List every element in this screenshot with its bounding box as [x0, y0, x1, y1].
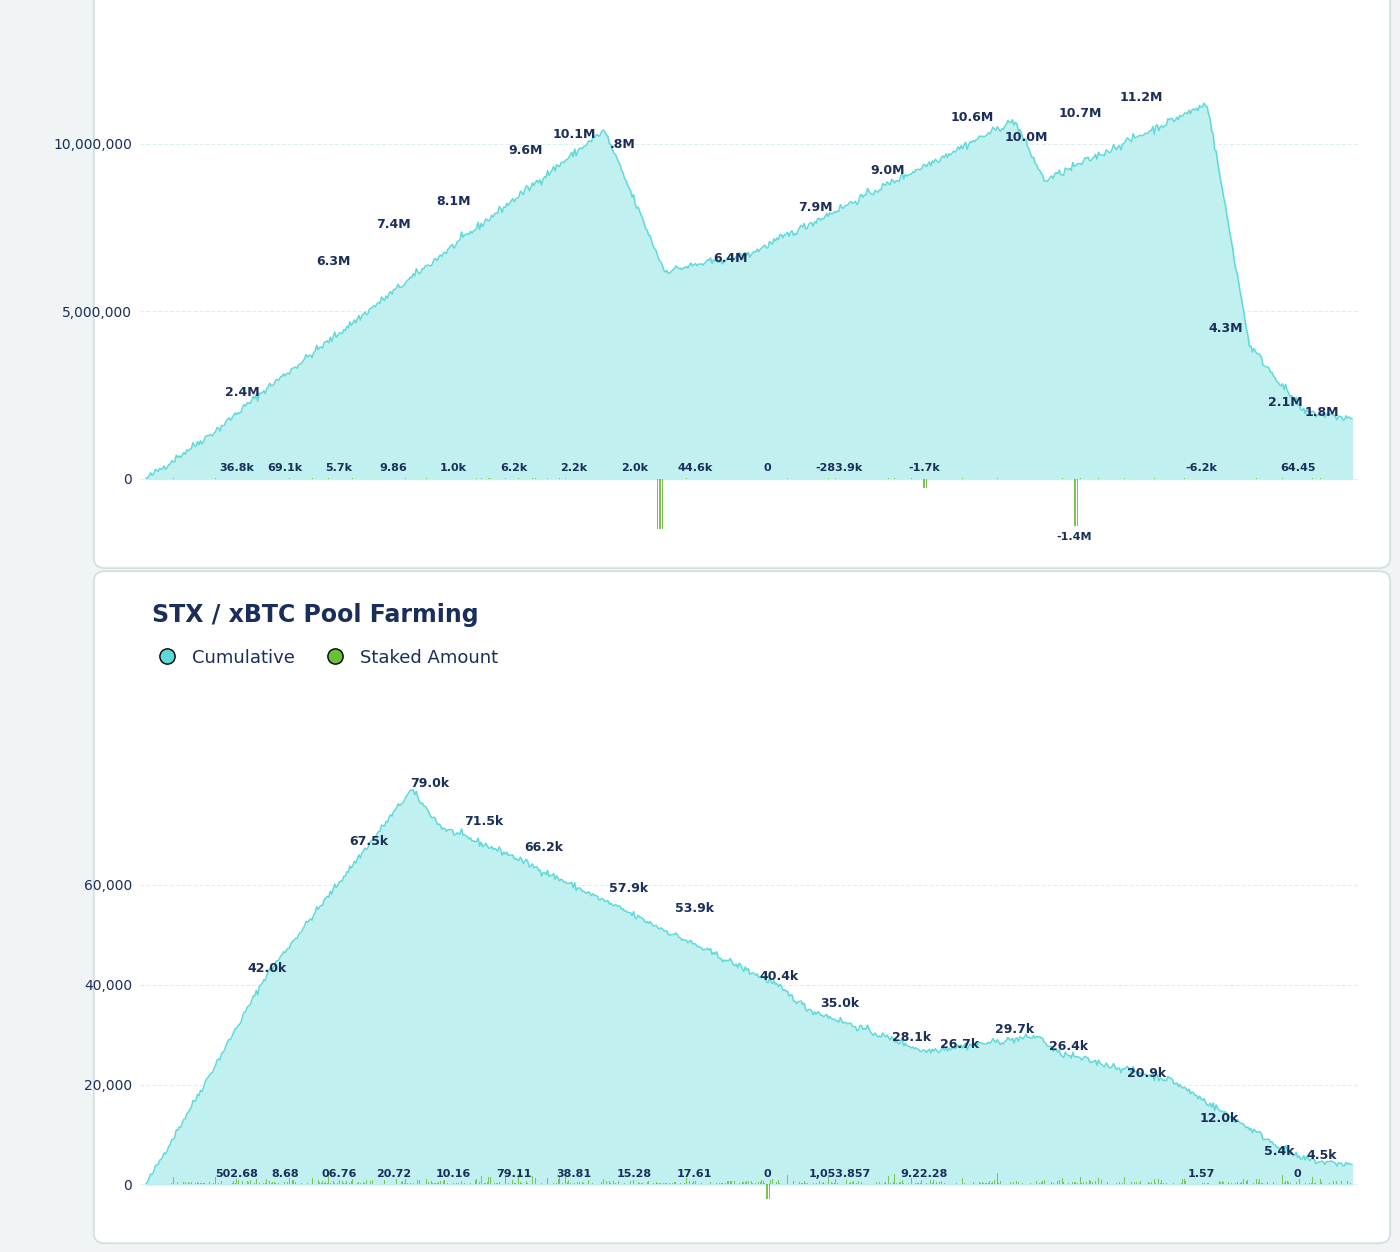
Text: 79.11: 79.11: [496, 1168, 532, 1178]
Text: -1.4M: -1.4M: [1057, 532, 1092, 542]
Text: 35.0k: 35.0k: [820, 997, 860, 1010]
Text: 66.2k: 66.2k: [525, 841, 563, 854]
Text: 17.61: 17.61: [678, 1168, 713, 1178]
Text: 67.5k: 67.5k: [350, 835, 389, 848]
Text: 6.3M: 6.3M: [316, 255, 350, 268]
Text: 69.1k: 69.1k: [267, 463, 302, 473]
Text: 1.8M: 1.8M: [1305, 406, 1338, 418]
Text: 20.9k: 20.9k: [1127, 1067, 1166, 1080]
Text: 12.0k: 12.0k: [1200, 1112, 1239, 1124]
Text: 0: 0: [1294, 1168, 1302, 1178]
Text: 1,053.857: 1,053.857: [808, 1168, 871, 1178]
Text: 502.68: 502.68: [216, 1168, 258, 1178]
Text: 9.6M: 9.6M: [508, 144, 543, 158]
Text: 2.4M: 2.4M: [225, 386, 260, 398]
Text: 44.6k: 44.6k: [678, 463, 713, 473]
Text: 06.76: 06.76: [321, 1168, 357, 1178]
Text: -1.7k: -1.7k: [909, 463, 939, 473]
Text: 4.3M: 4.3M: [1208, 322, 1243, 334]
Text: 7.9M: 7.9M: [798, 202, 833, 214]
Text: 38.81: 38.81: [557, 1168, 592, 1178]
Text: 79.0k: 79.0k: [410, 777, 449, 790]
Text: 6.2k: 6.2k: [500, 463, 528, 473]
Text: 2.0k: 2.0k: [622, 463, 648, 473]
Text: 10.16: 10.16: [435, 1168, 472, 1178]
Text: 57.9k: 57.9k: [609, 883, 648, 895]
Text: -6.2k: -6.2k: [1186, 463, 1217, 473]
Legend: Cumulative, Staked Amount: Cumulative, Staked Amount: [148, 649, 498, 666]
Text: -283.9k: -283.9k: [816, 463, 862, 473]
Text: .8M: .8M: [609, 138, 636, 150]
Text: 5.7k: 5.7k: [325, 463, 353, 473]
Text: 8.68: 8.68: [272, 1168, 298, 1178]
Text: 53.9k: 53.9k: [675, 903, 714, 915]
Text: 28.1k: 28.1k: [892, 1032, 931, 1044]
Text: 1.0k: 1.0k: [440, 463, 468, 473]
Text: 26.4k: 26.4k: [1049, 1039, 1088, 1053]
Text: 10.6M: 10.6M: [951, 110, 994, 124]
Text: 7.4M: 7.4M: [377, 218, 410, 232]
Text: 9.0M: 9.0M: [871, 164, 904, 178]
Text: 0: 0: [763, 463, 771, 473]
Text: 0: 0: [763, 1168, 771, 1178]
Text: 42.0k: 42.0k: [246, 962, 286, 975]
Text: 6.4M: 6.4M: [714, 252, 748, 264]
Text: 71.5k: 71.5k: [463, 815, 504, 828]
Text: 4.5k: 4.5k: [1306, 1149, 1337, 1162]
Text: 8.1M: 8.1M: [437, 194, 470, 208]
Text: 9.86: 9.86: [379, 463, 407, 473]
Text: 11.2M: 11.2M: [1119, 90, 1162, 104]
Text: 2.2k: 2.2k: [560, 463, 588, 473]
Text: 10.0M: 10.0M: [1005, 131, 1049, 144]
Text: 2.1M: 2.1M: [1268, 396, 1303, 408]
Text: 40.4k: 40.4k: [760, 970, 799, 983]
Text: 29.7k: 29.7k: [995, 1023, 1033, 1037]
Text: 36.8k: 36.8k: [218, 463, 253, 473]
Text: 5.4k: 5.4k: [1264, 1144, 1295, 1158]
Text: 64.45: 64.45: [1280, 463, 1316, 473]
Text: 10.7M: 10.7M: [1058, 108, 1102, 120]
Text: 1.57: 1.57: [1187, 1168, 1215, 1178]
Text: 10.1M: 10.1M: [553, 128, 596, 140]
Text: 20.72: 20.72: [375, 1168, 410, 1178]
Text: STX / xBTC Pool Farming: STX / xBTC Pool Farming: [153, 603, 479, 627]
Text: 26.7k: 26.7k: [941, 1038, 980, 1052]
Text: 15.28: 15.28: [617, 1168, 652, 1178]
Text: 9.22.28: 9.22.28: [900, 1168, 948, 1178]
